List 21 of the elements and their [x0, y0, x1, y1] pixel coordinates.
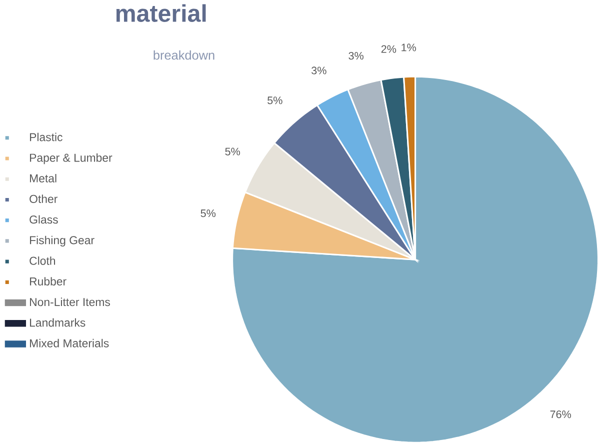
data-label: 5% [200, 209, 216, 217]
legend-label: Mixed Materials [30, 338, 109, 348]
data-label: 5% [225, 148, 240, 156]
chart-title: material [116, 4, 206, 22]
legend-label: Plastic [30, 132, 62, 142]
legend-label: Metal [30, 174, 56, 182]
data-label: 76% [550, 410, 572, 418]
legend-label: Fishing Gear [30, 236, 94, 246]
data-label: 2% [381, 45, 396, 53]
legend-label: Other [30, 194, 58, 203]
data-label: 1% [402, 44, 416, 52]
legend-label: Non-Litter Items [30, 298, 110, 306]
data-label: 3% [348, 52, 364, 60]
legend-label: Rubber [30, 276, 66, 286]
legend-label: Glass [30, 215, 58, 224]
data-label: 3% [312, 66, 326, 74]
chart-subtitle: breakdown [154, 50, 214, 60]
data-label: 5% [268, 96, 282, 104]
legend-label: Cloth [30, 256, 56, 265]
legend-label: Paper & Lumber [30, 153, 112, 164]
legend-label: Landmarks [30, 318, 86, 327]
